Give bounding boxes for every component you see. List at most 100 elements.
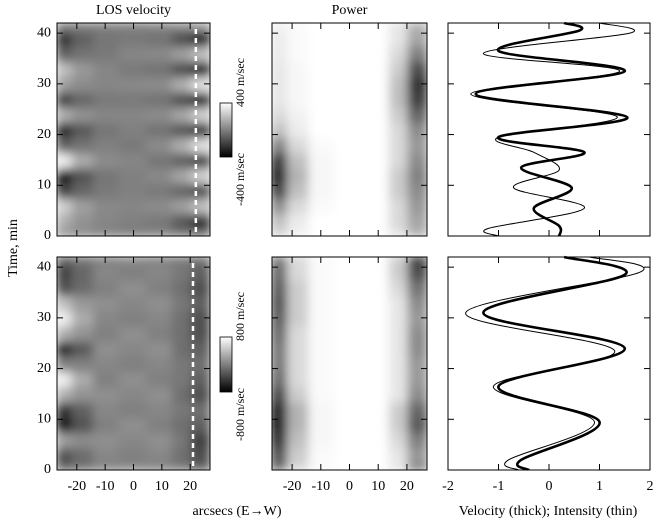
heatmap-cell xyxy=(407,324,427,342)
panel-title: LOS velocity xyxy=(96,3,171,18)
heatmap-cell xyxy=(172,257,193,266)
heatmap-cell xyxy=(362,166,391,184)
heatmap-cell xyxy=(146,181,175,199)
heatmap-cell xyxy=(308,44,337,63)
heatmap-cell xyxy=(407,105,427,123)
heatmap-cell xyxy=(334,151,365,169)
heatmap-cell xyxy=(118,339,149,357)
heatmap-cell xyxy=(308,339,337,357)
heatmap-cell xyxy=(286,430,311,449)
heatmap-cell xyxy=(308,75,337,93)
heatmap-cell xyxy=(118,105,149,123)
heatmap-cell xyxy=(92,136,121,154)
heatmap-cell xyxy=(190,181,210,199)
heatmap-cell xyxy=(118,151,149,169)
heatmap-cell xyxy=(172,263,193,281)
heatmap-cell xyxy=(190,263,210,281)
heatmap-cell xyxy=(190,354,210,373)
heatmap-cell xyxy=(407,339,427,357)
heatmap-cell xyxy=(92,309,121,327)
heatmap-cell xyxy=(407,166,427,184)
panel: 800 m/sec -800 m/sec -20 -10 0 10 20 0 10 20 30 40 xyxy=(37,256,247,494)
heatmap-cell xyxy=(146,120,175,139)
heatmap-cell xyxy=(172,212,193,230)
heatmap-cell xyxy=(146,461,175,470)
colorbar-label: -400 m/sec xyxy=(233,153,247,206)
heatmap-cell xyxy=(334,120,365,139)
heatmap-cell xyxy=(407,257,427,266)
y-tick-label: 30 xyxy=(37,310,51,325)
heatmap-cell xyxy=(71,263,95,281)
heatmap-cell xyxy=(407,120,427,139)
heatmap-cell xyxy=(92,339,121,357)
heatmap-cell xyxy=(362,136,391,154)
heatmap-cell xyxy=(407,90,427,108)
heatmap-cell xyxy=(286,105,311,123)
heatmap-cell xyxy=(272,60,289,78)
heatmap-cell xyxy=(407,196,427,215)
heatmap-cell xyxy=(308,461,337,470)
heatmap-cell xyxy=(388,29,410,47)
heatmap-cell xyxy=(362,44,391,63)
heatmap-cell xyxy=(362,263,391,281)
heatmap-cell xyxy=(118,415,149,433)
heatmap-cell xyxy=(92,90,121,108)
heatmap-cell xyxy=(118,370,149,388)
heatmap-cell xyxy=(272,257,289,266)
heatmap-cell xyxy=(57,400,74,418)
heatmap-cell xyxy=(308,166,337,184)
heatmap-cell xyxy=(57,354,74,373)
heatmap-cell xyxy=(57,309,74,327)
heatmap-cell xyxy=(362,181,391,199)
heatmap-cell xyxy=(308,227,337,236)
heatmap-cell xyxy=(57,446,74,464)
heatmap-cell xyxy=(190,324,210,342)
heatmap-cell xyxy=(71,257,95,266)
heatmap-cell xyxy=(71,278,95,297)
heatmap-cell xyxy=(388,196,410,215)
heatmap-cell xyxy=(407,29,427,47)
heatmap-cell xyxy=(172,120,193,139)
heatmap-cell xyxy=(272,196,289,215)
heatmap-cell xyxy=(334,354,365,373)
heatmap-cell xyxy=(57,136,74,154)
heatmap-cell xyxy=(407,446,427,464)
x-tick-label: 20 xyxy=(183,479,197,494)
heatmap-cell xyxy=(57,105,74,123)
heatmap-cell xyxy=(272,263,289,281)
heatmap-cell xyxy=(172,151,193,169)
heatmap-cell xyxy=(71,461,95,470)
heatmap-cell xyxy=(172,278,193,297)
heatmap-cell xyxy=(146,385,175,403)
heatmap-cell xyxy=(190,166,210,184)
y-axis-label: Time, min xyxy=(6,219,21,277)
heatmap-cell xyxy=(92,370,121,388)
heatmap-cell xyxy=(57,29,74,47)
heatmap-cell xyxy=(286,263,311,281)
heatmap-cell xyxy=(388,257,410,266)
heatmap-cell xyxy=(118,324,149,342)
heatmap-cell xyxy=(334,75,365,93)
heatmap-cell xyxy=(286,339,311,357)
heatmap-cell xyxy=(71,400,95,418)
heatmap-cell xyxy=(407,227,427,236)
heatmap-cell xyxy=(172,354,193,373)
heatmap-cell xyxy=(308,309,337,327)
heatmap-cell xyxy=(92,278,121,297)
heatmap-cell xyxy=(286,309,311,327)
heatmap-cell xyxy=(362,430,391,449)
heatmap-cell xyxy=(172,29,193,47)
x-tick-label: 2 xyxy=(647,479,654,494)
heatmap-cell xyxy=(272,309,289,327)
heatmap-cell xyxy=(71,370,95,388)
heatmap-cell xyxy=(92,385,121,403)
heatmap-cell xyxy=(334,60,365,78)
heatmap-cell xyxy=(172,105,193,123)
heatmap-cell xyxy=(286,370,311,388)
heatmap-cell xyxy=(71,136,95,154)
heatmap-cell xyxy=(71,446,95,464)
heatmap-cell xyxy=(190,430,210,449)
panel xyxy=(447,21,651,237)
heatmap-cell xyxy=(388,181,410,199)
heatmap-cell xyxy=(146,400,175,418)
